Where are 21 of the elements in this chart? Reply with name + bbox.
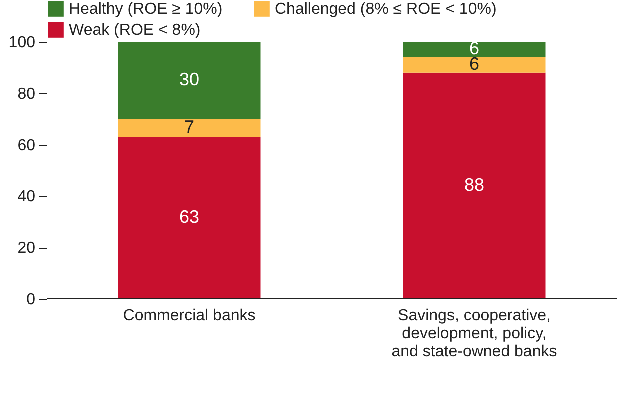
- data-label: 63: [179, 207, 200, 228]
- legend-label: Healthy (ROE ≥ 10%): [69, 1, 223, 18]
- bar: [403, 42, 546, 58]
- bar: [403, 57, 546, 73]
- bar: [118, 42, 261, 120]
- x-tick-label: Savings, cooperative, development, policy, and state-owned banks: [392, 308, 558, 360]
- legend-label: Challenged (8% ≤ ROE < 10%): [275, 1, 497, 18]
- data-label: 88: [464, 174, 485, 195]
- y-tick-label: 0: [26, 292, 36, 308]
- bar: [118, 119, 261, 138]
- data-label: 7: [184, 117, 195, 138]
- y-tick-label: 60: [18, 137, 36, 154]
- legend-label: Weak (ROE < 8%): [69, 22, 201, 39]
- data-label: 30: [179, 70, 200, 90]
- y-tick-label: 40: [18, 188, 36, 206]
- y-tick-label: 20: [18, 240, 36, 258]
- y-tick-label: 100: [8, 34, 36, 52]
- bar: [118, 137, 261, 299]
- y-tick-label: 80: [18, 86, 36, 103]
- x-tick-label: Commercial banks: [123, 308, 256, 324]
- bar: [403, 72, 546, 299]
